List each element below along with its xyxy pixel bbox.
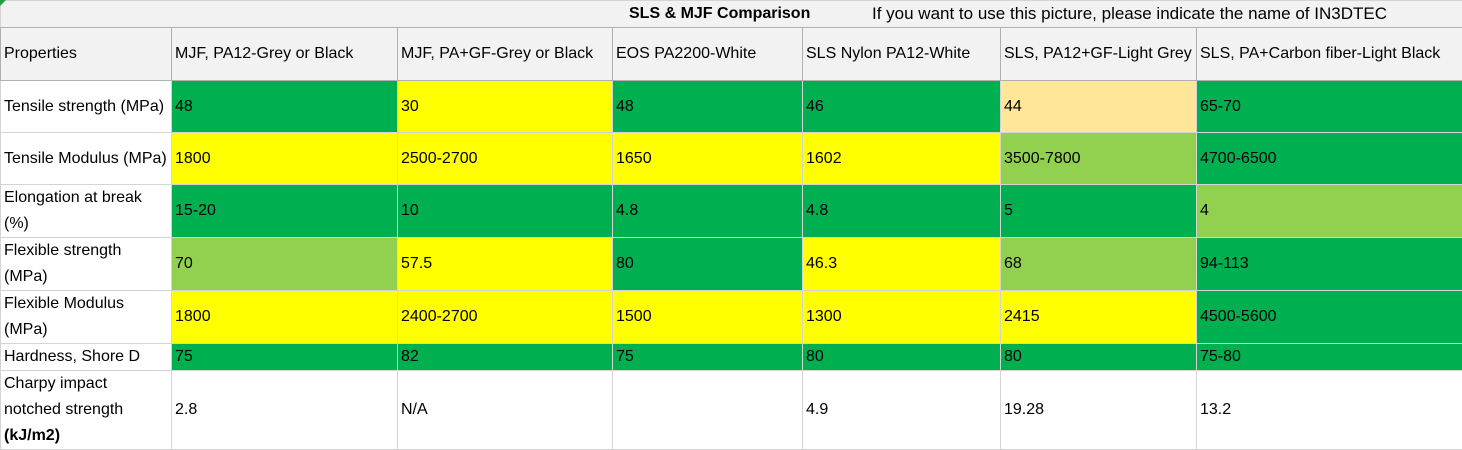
value-cell[interactable]: 4.9 [803, 371, 1001, 450]
value-cell[interactable]: 1650 [613, 133, 803, 185]
value-cell[interactable]: 2400-2700 [398, 291, 613, 344]
value-cell[interactable]: 80 [1001, 344, 1197, 371]
property-cell[interactable]: Elongation at break (%) [1, 185, 172, 238]
value-cell[interactable]: 80 [613, 238, 803, 291]
value-cell[interactable]: 46 [803, 81, 1001, 133]
value-cell[interactable]: 2415 [1001, 291, 1197, 344]
property-cell[interactable]: Tensile Modulus (MPa) [1, 133, 172, 185]
value-cell[interactable]: 70 [172, 238, 398, 291]
value-cell[interactable] [613, 371, 803, 450]
header-cell[interactable]: MJF, PA12-Grey or Black [172, 28, 398, 81]
header-cell[interactable]: EOS PA2200-White [613, 28, 803, 81]
value-cell[interactable]: 10 [398, 185, 613, 238]
value-cell[interactable]: 4.8 [613, 185, 803, 238]
value-cell[interactable]: 1500 [613, 291, 803, 344]
value-cell[interactable]: N/A [398, 371, 613, 450]
value-cell[interactable]: 48 [613, 81, 803, 133]
usage-note: If you want to use this picture, please … [872, 1, 1387, 27]
property-unit: (kJ/m2) [4, 427, 60, 444]
value-cell[interactable]: 80 [803, 344, 1001, 371]
value-cell[interactable]: 19.28 [1001, 371, 1197, 450]
value-cell[interactable]: 1800 [172, 291, 398, 344]
property-cell[interactable]: Charpy impact notched strength (kJ/m2) [1, 371, 172, 450]
value-cell[interactable]: 65-70 [1197, 81, 1462, 133]
value-cell[interactable]: 4700-6500 [1197, 133, 1462, 185]
value-cell[interactable]: 94-113 [1197, 238, 1462, 291]
property-label: Charpy impact notched strength [4, 375, 123, 418]
header-row: Properties MJF, PA12-Grey or Black MJF, … [1, 28, 1462, 81]
table-row: Charpy impact notched strength (kJ/m2) 2.8… [1, 371, 1462, 450]
value-cell[interactable]: 5 [1001, 185, 1197, 238]
table-title: SLS & MJF Comparison [629, 1, 810, 27]
property-cell[interactable]: Tensile strength (MPa) [1, 81, 172, 133]
value-cell[interactable]: 1602 [803, 133, 1001, 185]
value-cell[interactable]: 46.3 [803, 238, 1001, 291]
value-cell[interactable]: 3500-7800 [1001, 133, 1197, 185]
value-cell[interactable]: 82 [398, 344, 613, 371]
property-cell[interactable]: Hardness, Shore D [1, 344, 172, 371]
value-cell[interactable]: 15-20 [172, 185, 398, 238]
value-cell[interactable]: 68 [1001, 238, 1197, 291]
value-cell[interactable]: 1800 [172, 133, 398, 185]
property-cell[interactable]: Flexible Modulus (MPa) [1, 291, 172, 344]
value-cell[interactable]: 75 [172, 344, 398, 371]
header-cell[interactable]: Properties [1, 28, 172, 81]
value-cell[interactable]: 4.8 [803, 185, 1001, 238]
title-row: SLS & MJF Comparison If you want to use … [1, 1, 1462, 28]
value-cell[interactable]: 48 [172, 81, 398, 133]
value-cell[interactable]: 13.2 [1197, 371, 1462, 450]
header-cell[interactable]: SLS Nylon PA12-White [803, 28, 1001, 81]
header-cell[interactable]: MJF, PA+GF-Grey or Black [398, 28, 613, 81]
value-cell[interactable]: 75-80 [1197, 344, 1462, 371]
value-cell[interactable]: 2.8 [172, 371, 398, 450]
value-cell[interactable]: 75 [613, 344, 803, 371]
value-cell[interactable]: 4 [1197, 185, 1462, 238]
header-cell[interactable]: SLS, PA12+GF-Light Grey [1001, 28, 1197, 81]
value-cell[interactable]: 1300 [803, 291, 1001, 344]
title-cell[interactable]: SLS & MJF Comparison If you want to use … [1, 1, 1462, 28]
value-cell[interactable]: 4500-5600 [1197, 291, 1462, 344]
value-cell[interactable]: 57.5 [398, 238, 613, 291]
header-cell[interactable]: SLS, PA+Carbon fiber-Light Black [1197, 28, 1462, 81]
value-cell[interactable]: 44 [1001, 81, 1197, 133]
value-cell[interactable]: 30 [398, 81, 613, 133]
value-cell[interactable]: 2500-2700 [398, 133, 613, 185]
property-cell[interactable]: Flexible strength (MPa) [1, 238, 172, 291]
